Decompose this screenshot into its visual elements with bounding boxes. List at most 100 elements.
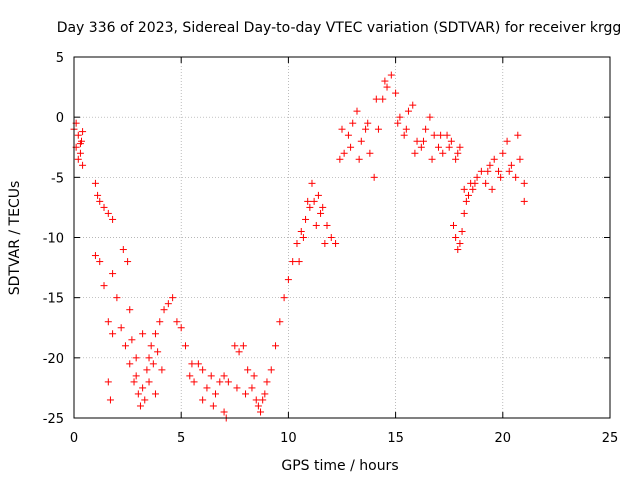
data-point: [505, 167, 513, 175]
x-tick-label: 10: [280, 431, 297, 446]
data-point: [516, 155, 524, 163]
data-point: [454, 246, 462, 254]
data-point: [387, 71, 395, 79]
data-point: [428, 155, 436, 163]
data-point: [207, 372, 215, 380]
x-tick-label: 25: [602, 431, 619, 446]
data-point: [323, 221, 331, 229]
data-point: [456, 143, 464, 151]
data-point: [235, 348, 243, 356]
data-point: [419, 137, 427, 145]
data-point: [344, 131, 352, 139]
y-tick-label: -20: [43, 352, 64, 367]
data-point: [91, 179, 99, 187]
data-point: [306, 203, 314, 211]
data-point: [145, 354, 153, 362]
data-point: [132, 372, 140, 380]
data-point: [477, 167, 485, 175]
data-point: [145, 378, 153, 386]
data-point: [74, 131, 82, 139]
data-point: [321, 240, 329, 248]
data-point: [109, 270, 117, 278]
data-point: [507, 161, 515, 169]
data-point: [79, 128, 87, 136]
x-tick-label: 5: [177, 431, 185, 446]
data-point: [443, 131, 451, 139]
data-point: [212, 390, 220, 398]
data-point: [74, 155, 82, 163]
data-point: [426, 113, 434, 121]
data-point: [484, 167, 492, 175]
y-tick-label: -15: [43, 292, 64, 307]
data-point: [100, 203, 108, 211]
x-tick-labels: 0 5 10 15 20 25: [70, 431, 618, 446]
data-point: [132, 354, 140, 362]
data-point: [289, 258, 297, 266]
data-point: [327, 234, 335, 241]
data-point: [109, 330, 117, 338]
data-point: [437, 131, 445, 139]
data-point: [452, 234, 460, 241]
data-point: [267, 366, 275, 374]
data-point: [242, 390, 250, 398]
data-point: [471, 179, 479, 187]
data-point: [349, 119, 357, 127]
x-axis-title: GPS time / hours: [281, 458, 398, 474]
data-point: [252, 396, 260, 404]
data-point: [188, 360, 196, 368]
data-point: [482, 179, 490, 187]
data-point: [194, 360, 202, 368]
data-point: [121, 342, 129, 350]
data-point: [469, 185, 477, 193]
y-tick-label: -10: [43, 232, 64, 247]
data-point: [319, 203, 327, 211]
data-point: [151, 330, 159, 338]
data-point: [233, 384, 241, 392]
data-point: [190, 378, 198, 386]
data-point: [495, 167, 503, 175]
data-point: [317, 209, 325, 217]
data-point: [220, 372, 228, 380]
data-point: [261, 390, 269, 398]
data-point: [497, 173, 505, 181]
data-point: [156, 318, 164, 326]
data-point: [154, 348, 162, 356]
data-point: [460, 185, 468, 193]
data-point: [130, 378, 138, 386]
x-tick-label: 0: [70, 431, 78, 446]
data-point: [355, 155, 363, 163]
data-point: [160, 306, 168, 314]
data-point: [276, 318, 284, 326]
y-tick-label: -5: [51, 171, 64, 186]
data-point: [430, 131, 438, 139]
data-point: [220, 408, 228, 416]
axis-ticks: [73, 56, 611, 419]
data-point: [392, 89, 400, 97]
data-point: [312, 221, 320, 229]
data-point: [263, 378, 271, 386]
data-point: [394, 119, 402, 127]
data-point: [117, 324, 125, 332]
y-tick-labels: -25 -20 -15 -10 -5 0 5: [43, 51, 64, 427]
data-point: [304, 197, 312, 205]
data-point: [499, 149, 507, 157]
data-point: [299, 234, 307, 241]
data-point: [293, 240, 301, 248]
data-point: [396, 113, 404, 121]
data-points: [70, 71, 528, 422]
data-point: [503, 137, 511, 145]
data-point: [347, 143, 355, 151]
data-point: [203, 384, 211, 392]
data-point: [280, 294, 288, 302]
data-point: [336, 155, 344, 163]
data-point: [124, 258, 132, 266]
data-point: [520, 197, 528, 205]
data-point: [411, 149, 419, 157]
data-point: [379, 95, 387, 103]
data-point: [370, 173, 378, 181]
data-point: [417, 143, 425, 151]
data-point: [76, 140, 84, 148]
data-point: [434, 143, 442, 151]
data-point: [520, 179, 528, 187]
